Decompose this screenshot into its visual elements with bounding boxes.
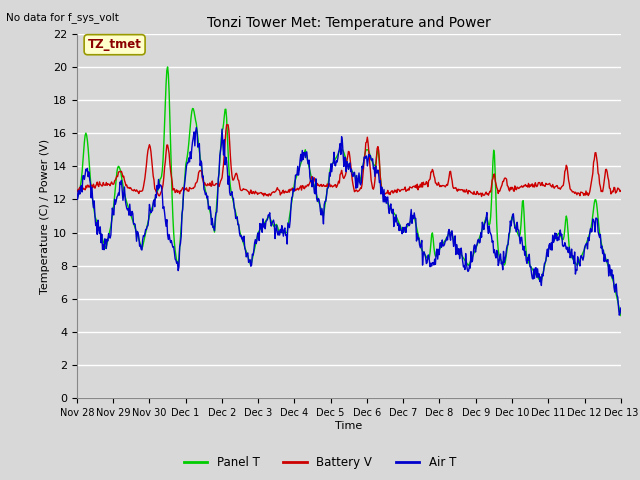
X-axis label: Time: Time	[335, 421, 362, 431]
Legend: Panel T, Battery V, Air T: Panel T, Battery V, Air T	[179, 452, 461, 474]
Title: Tonzi Tower Met: Temperature and Power: Tonzi Tower Met: Temperature and Power	[207, 16, 491, 30]
Text: TZ_tmet: TZ_tmet	[88, 38, 141, 51]
Text: No data for f_sys_volt: No data for f_sys_volt	[6, 12, 119, 23]
Y-axis label: Temperature (C) / Power (V): Temperature (C) / Power (V)	[40, 138, 50, 294]
